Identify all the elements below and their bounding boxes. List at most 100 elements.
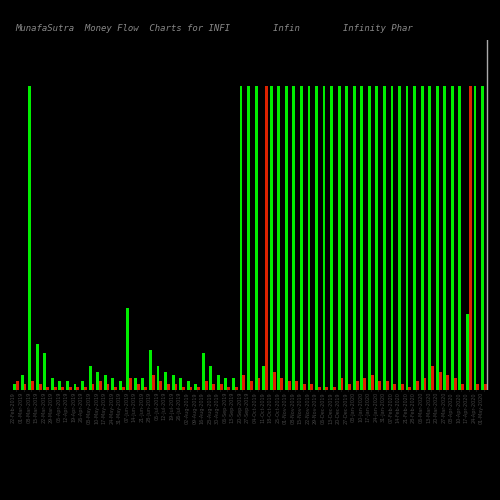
Bar bbox=[250, 381, 253, 390]
Bar bbox=[212, 384, 215, 390]
Text: MunafaSutra  Money Flow  Charts for INFI        Infin        Infinity Phar: MunafaSutra Money Flow Charts for INFI I… bbox=[15, 24, 412, 33]
Bar bbox=[88, 366, 92, 390]
Bar bbox=[303, 384, 306, 390]
Bar bbox=[81, 381, 84, 390]
Bar bbox=[420, 86, 424, 390]
Bar bbox=[126, 308, 129, 390]
Bar bbox=[182, 387, 185, 390]
Bar bbox=[476, 384, 480, 390]
Bar bbox=[438, 372, 442, 390]
Bar bbox=[416, 381, 419, 390]
Bar bbox=[296, 381, 298, 390]
Bar bbox=[114, 387, 117, 390]
Bar bbox=[466, 314, 469, 390]
Bar bbox=[458, 86, 462, 390]
Bar bbox=[54, 387, 56, 390]
Bar bbox=[315, 86, 318, 390]
Bar bbox=[406, 86, 408, 390]
Bar bbox=[106, 384, 110, 390]
Bar bbox=[330, 86, 333, 390]
Bar bbox=[20, 375, 24, 390]
Bar bbox=[398, 86, 401, 390]
Bar bbox=[217, 375, 220, 390]
Bar bbox=[285, 86, 288, 390]
Bar bbox=[99, 381, 102, 390]
Bar bbox=[451, 86, 454, 390]
Bar bbox=[122, 387, 124, 390]
Bar bbox=[258, 378, 260, 390]
Bar bbox=[300, 86, 303, 390]
Bar bbox=[408, 387, 412, 390]
Bar bbox=[104, 375, 106, 390]
Bar bbox=[348, 384, 351, 390]
Bar bbox=[62, 387, 64, 390]
Bar bbox=[51, 378, 54, 390]
Bar bbox=[353, 86, 356, 390]
Bar bbox=[484, 384, 487, 390]
Bar bbox=[272, 372, 276, 390]
Bar bbox=[228, 387, 230, 390]
Bar bbox=[270, 86, 272, 390]
Bar bbox=[220, 384, 222, 390]
Bar bbox=[360, 86, 363, 390]
Bar bbox=[340, 378, 344, 390]
Bar bbox=[383, 86, 386, 390]
Bar bbox=[174, 384, 178, 390]
Bar bbox=[444, 86, 446, 390]
Bar bbox=[318, 387, 321, 390]
Bar bbox=[345, 86, 348, 390]
Bar bbox=[46, 387, 49, 390]
Bar bbox=[69, 387, 71, 390]
Bar bbox=[247, 86, 250, 390]
Bar bbox=[28, 86, 31, 390]
Bar bbox=[333, 387, 336, 390]
Bar bbox=[129, 378, 132, 390]
Bar bbox=[363, 378, 366, 390]
Bar bbox=[202, 354, 204, 390]
Bar bbox=[235, 387, 238, 390]
Bar bbox=[368, 86, 371, 390]
Bar bbox=[58, 381, 61, 390]
Bar bbox=[376, 86, 378, 390]
Bar bbox=[38, 384, 42, 390]
Bar bbox=[436, 86, 438, 390]
Bar bbox=[474, 86, 476, 390]
Bar bbox=[401, 384, 404, 390]
Bar bbox=[326, 387, 328, 390]
Bar bbox=[44, 354, 46, 390]
Bar bbox=[481, 86, 484, 390]
Bar bbox=[390, 86, 394, 390]
Bar bbox=[204, 381, 208, 390]
Bar bbox=[190, 387, 192, 390]
Bar bbox=[288, 381, 290, 390]
Bar bbox=[413, 86, 416, 390]
Bar bbox=[378, 381, 381, 390]
Bar bbox=[74, 384, 76, 390]
Bar bbox=[462, 384, 464, 390]
Bar bbox=[469, 86, 472, 390]
Bar bbox=[232, 378, 235, 390]
Bar bbox=[197, 387, 200, 390]
Bar bbox=[322, 86, 326, 390]
Bar bbox=[265, 86, 268, 390]
Bar bbox=[240, 86, 242, 390]
Bar bbox=[194, 384, 197, 390]
Bar bbox=[66, 381, 69, 390]
Bar bbox=[167, 384, 170, 390]
Bar bbox=[92, 384, 94, 390]
Bar bbox=[144, 387, 147, 390]
Bar bbox=[137, 384, 140, 390]
Bar bbox=[424, 378, 426, 390]
Bar bbox=[446, 375, 449, 390]
Bar bbox=[371, 375, 374, 390]
Bar bbox=[31, 381, 34, 390]
Bar bbox=[112, 378, 114, 390]
Bar bbox=[224, 378, 228, 390]
Bar bbox=[152, 375, 155, 390]
Bar bbox=[262, 366, 265, 390]
Bar bbox=[134, 378, 137, 390]
Bar bbox=[292, 86, 296, 390]
Bar bbox=[119, 381, 122, 390]
Bar bbox=[164, 372, 167, 390]
Bar bbox=[428, 86, 431, 390]
